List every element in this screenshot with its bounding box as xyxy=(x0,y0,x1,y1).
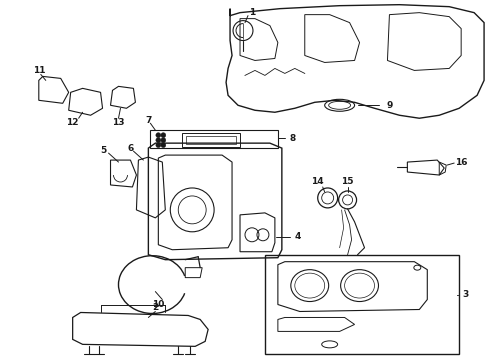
Text: 1: 1 xyxy=(248,8,255,17)
Text: 9: 9 xyxy=(386,101,392,110)
Text: 16: 16 xyxy=(454,158,467,167)
Text: 14: 14 xyxy=(311,177,324,186)
Text: 2: 2 xyxy=(152,303,158,312)
Text: 11: 11 xyxy=(33,66,45,75)
Text: 12: 12 xyxy=(66,118,79,127)
Text: 5: 5 xyxy=(100,145,106,154)
Circle shape xyxy=(156,138,161,143)
Circle shape xyxy=(161,133,165,138)
Text: 15: 15 xyxy=(341,177,353,186)
Text: 13: 13 xyxy=(112,118,124,127)
Text: 6: 6 xyxy=(127,144,133,153)
Text: 10: 10 xyxy=(152,300,164,309)
Circle shape xyxy=(156,133,161,138)
Text: 4: 4 xyxy=(294,232,301,241)
Text: 7: 7 xyxy=(145,116,151,125)
Bar xyxy=(264,255,458,354)
Text: 8: 8 xyxy=(289,134,295,143)
Circle shape xyxy=(161,138,165,143)
Text: 3: 3 xyxy=(461,290,468,299)
Circle shape xyxy=(161,143,165,148)
Circle shape xyxy=(156,143,161,148)
